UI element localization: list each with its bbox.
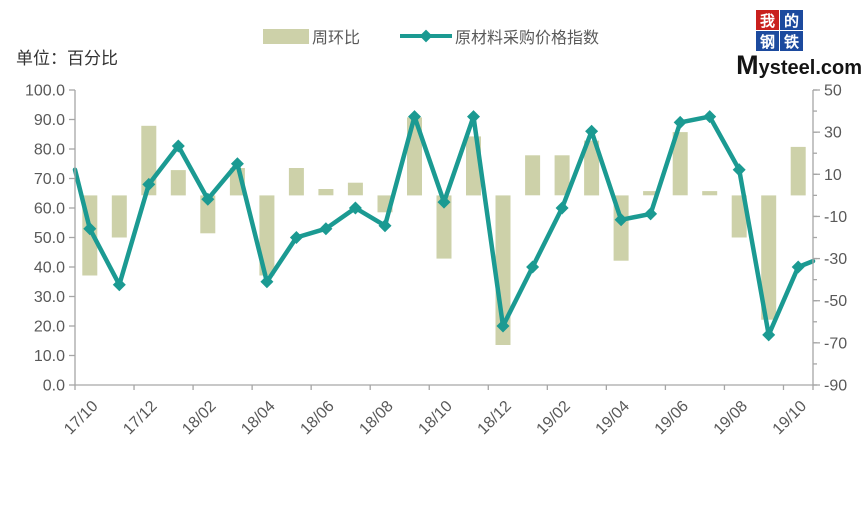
left-axis-tick-label: 60.0 <box>34 201 65 218</box>
bar-18/06 <box>318 189 334 196</box>
bar-19/10 <box>790 146 806 196</box>
bar-19/08 <box>731 195 747 238</box>
line-marker-18/02 <box>201 192 215 206</box>
bar-18/02 <box>200 195 216 234</box>
bar-series-swatch-icon <box>263 28 309 44</box>
x-axis-tick-label: 17/12 <box>120 398 160 438</box>
bar-18/04 <box>259 195 275 276</box>
line-marker-19/07 <box>703 110 717 124</box>
logo-char: 的 <box>780 10 803 30</box>
x-axis-tick-label: 19/04 <box>593 398 633 438</box>
bar-19/06 <box>672 132 688 196</box>
logo-char: 铁 <box>780 31 803 51</box>
left-axis-tick-label: 100.0 <box>25 83 65 100</box>
line-marker-18/01 <box>171 139 185 153</box>
line-marker-19/05 <box>644 207 658 221</box>
x-axis-tick-label: 19/08 <box>711 398 751 438</box>
right-axis-tick-label: -30 <box>824 251 847 268</box>
bar-19/01 <box>525 155 541 196</box>
diamond-marker-icon <box>419 29 433 43</box>
logo-char: 钢 <box>756 31 779 51</box>
left-axis-tick-label: 0.0 <box>43 378 65 395</box>
bar-18/07 <box>347 182 363 196</box>
mysteel-logo-grid: 我 的 钢 铁 <box>756 10 803 51</box>
line-marker-17/10 <box>83 222 97 236</box>
line-marker-18/11 <box>467 110 480 124</box>
bar-19/03 <box>584 140 600 196</box>
right-axis-tick-label: -70 <box>824 335 847 352</box>
left-axis-tick-label: 30.0 <box>34 289 65 306</box>
bar-17/11 <box>111 195 127 238</box>
line-marker-18/04 <box>260 275 274 289</box>
x-axis-tick-label: 18/02 <box>179 398 219 438</box>
bar-19/02 <box>554 155 570 196</box>
right-axis-tick-label: 50 <box>824 83 842 100</box>
legend-label-bar: 周环比 <box>312 30 361 47</box>
mysteel-logo: 我 的 钢 铁 Mysteel.com <box>736 10 862 79</box>
bar-19/07 <box>702 191 718 196</box>
legend-label-line: 原材料采购价格指数 <box>455 30 600 47</box>
line-marker-19/09 <box>762 328 776 342</box>
line-marker-18/03 <box>230 157 244 171</box>
line-marker-17/11 <box>112 278 126 292</box>
line-marker-19/06 <box>673 115 687 129</box>
line-marker-19/08 <box>732 163 746 177</box>
x-axis-tick-label: 18/04 <box>238 398 278 438</box>
left-axis-tick-label: 40.0 <box>34 260 65 277</box>
bar-18/01 <box>170 170 186 196</box>
line-marker-18/12 <box>496 319 510 333</box>
left-axis-tick-label: 10.0 <box>34 348 65 365</box>
bar-18/05 <box>288 168 304 196</box>
line-marker-18/08 <box>378 219 392 233</box>
x-axis-tick-label: 18/10 <box>415 398 455 438</box>
line-marker-19/02 <box>555 201 569 215</box>
left-axis-tick-label: 90.0 <box>34 112 65 129</box>
right-axis-tick-label: -50 <box>824 293 847 310</box>
right-axis-tick-label: -90 <box>824 378 847 395</box>
x-axis-tick-label: 18/12 <box>475 398 515 438</box>
x-axis-tick-label: 19/06 <box>652 398 692 438</box>
left-axis-tick-label: 70.0 <box>34 171 65 188</box>
line-marker-18/07 <box>348 201 362 215</box>
bar-18/10 <box>436 195 452 259</box>
line-series-swatch-icon <box>400 29 453 43</box>
line-marker-19/03 <box>585 124 599 138</box>
line-marker-19/01 <box>526 260 540 274</box>
unit-label: 单位：百分比 <box>16 49 118 68</box>
right-axis-tick-label: 10 <box>824 167 842 184</box>
legend-item-bar: 周环比 <box>263 24 360 48</box>
right-axis-tick-label: -10 <box>824 209 847 226</box>
line-marker-18/06 <box>319 222 333 236</box>
line-marker-19/10 <box>791 260 805 274</box>
x-axis-tick-label: 18/08 <box>356 398 396 438</box>
legend-item-line: 原材料采购价格指数 <box>400 24 599 48</box>
left-axis-tick-label: 50.0 <box>34 230 65 247</box>
x-axis-tick-label: 17/10 <box>61 398 101 438</box>
bar-19/05 <box>643 191 659 196</box>
line-marker-18/10 <box>437 195 451 209</box>
left-axis-tick-label: 20.0 <box>34 319 65 336</box>
bar-19/09 <box>761 195 777 320</box>
line-marker-18/09 <box>408 110 421 124</box>
logo-domain-text: Mysteel.com <box>736 50 862 80</box>
left-axis-tick-label: 80.0 <box>34 142 65 159</box>
x-axis-tick-label: 19/02 <box>534 398 574 438</box>
line-marker-17/12 <box>142 177 156 191</box>
x-axis-tick-label: 18/06 <box>297 398 337 438</box>
x-axis-tick-label: 19/10 <box>770 398 810 438</box>
right-axis-tick-label: 30 <box>824 125 842 142</box>
line-marker-19/04 <box>614 213 628 227</box>
line-marker-18/05 <box>289 231 303 244</box>
logo-char: 我 <box>756 10 779 30</box>
legend: 周环比 原材料采购价格指数 <box>263 24 599 48</box>
